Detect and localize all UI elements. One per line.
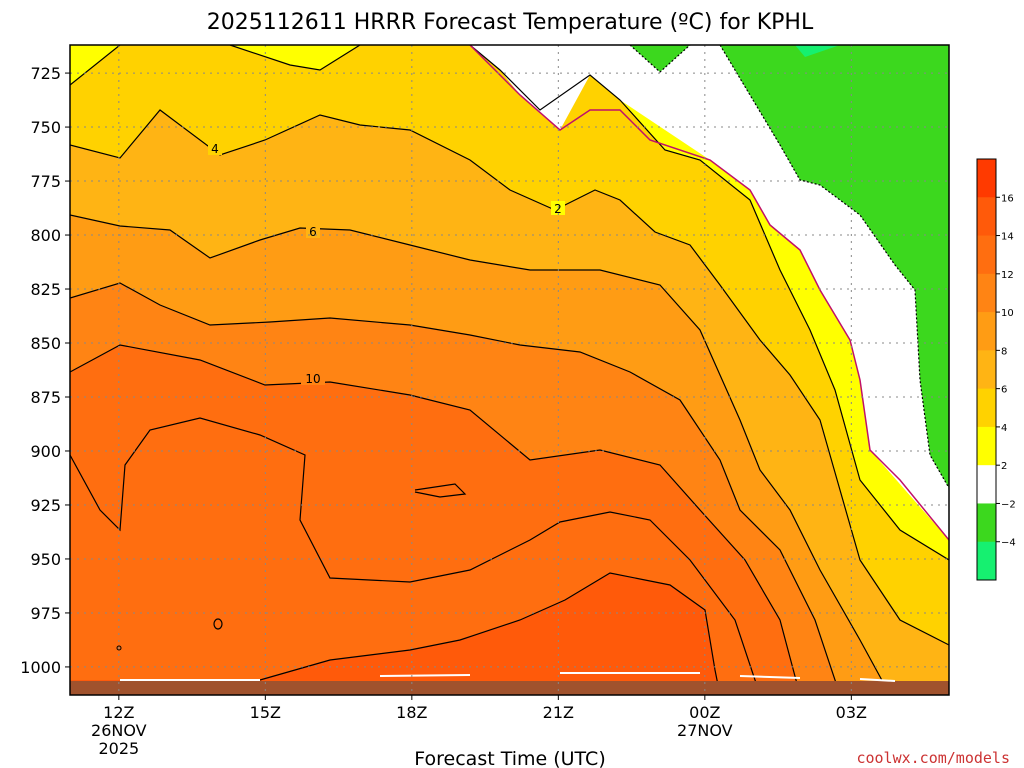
plot-fill: 4 6 10 2 [70, 45, 949, 695]
colorbar-label: 16 [1001, 193, 1014, 204]
contour-12c [414, 483, 467, 498]
x-tick-label: 26NOV [91, 721, 147, 740]
y-tick-label: 950 [30, 550, 61, 569]
contour-label-10: 10 [305, 372, 320, 386]
colorbar-swatch [977, 159, 996, 198]
x-tick-label: 12Z [103, 703, 134, 722]
y-axis: 725 750 775 800 825 850 875 900 925 950 975 1000 [20, 64, 70, 677]
colorbar-swatch [977, 350, 996, 390]
band-m4-m2 [720, 45, 949, 488]
colorbar-label: 14 [1001, 232, 1014, 243]
colorbar-label: 6 [1001, 385, 1007, 396]
x-tick-label: 00Z [689, 703, 720, 722]
colorbar: 16 14 12 10 8 6 4 2 −2 −4 [976, 158, 1016, 581]
contour-label-4: 4 [211, 142, 219, 156]
colorbar-label: 10 [1001, 308, 1014, 319]
contour-label-group: 4 6 10 2 [208, 141, 565, 386]
contour-label-6: 6 [309, 225, 317, 239]
x-tick-label: 15Z [250, 703, 281, 722]
terrain-strip [70, 681, 949, 695]
credit-text: coolwx.com/models [856, 749, 1010, 767]
colorbar-label: −2 [1001, 499, 1016, 510]
colorbar-swatch [977, 541, 996, 581]
y-tick-label: 875 [30, 388, 61, 407]
contour-label-2: 2 [554, 202, 562, 216]
colorbar-swatch [977, 235, 996, 275]
contour-4 [70, 109, 949, 646]
x-tick-label: 2025 [98, 739, 139, 758]
y-tick-label: 750 [30, 118, 61, 137]
contour-12d [213, 618, 223, 630]
contour-12a [70, 417, 761, 695]
contour-12b [259, 572, 721, 695]
chart-title: 2025112611 HRRR Forecast Temperature (ºC… [207, 10, 814, 35]
colorbar-frame [976, 158, 997, 581]
y-tick-label: 850 [30, 334, 61, 353]
colorbar-swatch [977, 388, 996, 428]
colorbar-label: 2 [1001, 461, 1007, 472]
contour-6 [70, 214, 891, 695]
y-tick-label: 925 [30, 496, 61, 515]
y-tick-label: 900 [30, 442, 61, 461]
contour-8 [70, 282, 841, 695]
y-tick-label: 725 [30, 64, 61, 83]
colorbar-swatch [977, 312, 996, 351]
colorbar-swatch [977, 465, 996, 504]
x-tick-label: 27NOV [677, 721, 733, 740]
colorbar-label: 12 [1001, 270, 1014, 281]
colorbar-label: 4 [1001, 423, 1007, 434]
colorbar-label: 8 [1001, 346, 1007, 357]
colorbar-swatch [977, 197, 996, 237]
contour-10 [70, 344, 801, 695]
y-tick-label: 775 [30, 172, 61, 191]
contour-0 [469, 45, 949, 541]
y-tick-label: 825 [30, 280, 61, 299]
band-lt-m4 [795, 45, 840, 57]
colorbar-swatch [977, 273, 996, 313]
x-tick-label: 03Z [836, 703, 867, 722]
x-tick-label: 21Z [543, 703, 574, 722]
colorbar-label: −4 [1001, 538, 1016, 549]
contour-m2 [629, 45, 949, 489]
contour-lines [70, 45, 949, 695]
plot-frame [69, 44, 950, 696]
contour-2 [70, 45, 949, 561]
band-m4-m2-top [630, 45, 690, 72]
y-tick-label: 1000 [20, 658, 61, 677]
band-2-4 [70, 45, 949, 645]
x-axis-label: Forecast Time (UTC) [414, 748, 605, 768]
colorbar-swatch [977, 426, 996, 466]
colorbar-swatch [977, 503, 996, 543]
y-tick-label: 975 [30, 604, 61, 623]
y-tick-label: 800 [30, 226, 61, 245]
small-contour-dot [116, 645, 122, 651]
terrain-edge [120, 672, 896, 682]
x-tick-label: 18Z [396, 703, 427, 722]
